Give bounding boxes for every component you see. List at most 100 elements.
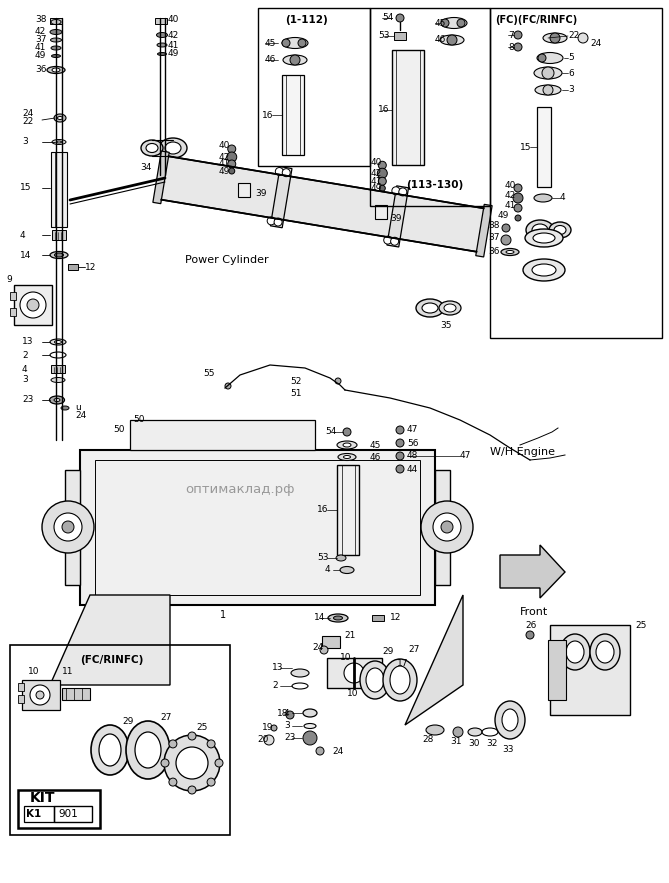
Circle shape xyxy=(215,759,223,767)
Circle shape xyxy=(169,778,177,786)
Circle shape xyxy=(27,299,39,311)
Text: 37: 37 xyxy=(35,35,47,44)
Text: 46: 46 xyxy=(370,452,381,462)
Circle shape xyxy=(526,631,534,639)
Circle shape xyxy=(396,14,404,22)
Text: 22: 22 xyxy=(22,117,33,125)
Text: 28: 28 xyxy=(422,736,434,744)
Text: 18: 18 xyxy=(277,708,288,718)
Circle shape xyxy=(515,215,521,221)
Bar xyxy=(10,292,16,300)
Circle shape xyxy=(267,217,275,225)
Text: 4: 4 xyxy=(284,708,290,718)
Ellipse shape xyxy=(422,303,438,313)
Bar xyxy=(80,450,435,605)
Bar xyxy=(370,8,490,206)
Circle shape xyxy=(286,711,294,719)
Text: KIT: KIT xyxy=(30,791,56,805)
Ellipse shape xyxy=(596,641,614,663)
Bar xyxy=(537,107,551,187)
Ellipse shape xyxy=(54,253,64,257)
Bar xyxy=(130,420,315,450)
Text: 14: 14 xyxy=(314,614,325,623)
Bar xyxy=(550,625,630,715)
Circle shape xyxy=(188,732,196,740)
Ellipse shape xyxy=(51,19,61,25)
Text: 45: 45 xyxy=(435,19,446,27)
Ellipse shape xyxy=(52,68,60,72)
Circle shape xyxy=(298,39,306,47)
Polygon shape xyxy=(500,545,565,598)
Text: 49: 49 xyxy=(498,210,509,220)
Text: K1: K1 xyxy=(26,809,41,819)
Text: 31: 31 xyxy=(450,737,462,746)
Text: 42: 42 xyxy=(35,27,46,36)
Circle shape xyxy=(20,292,46,318)
Ellipse shape xyxy=(56,141,62,143)
Text: 56: 56 xyxy=(407,439,419,448)
Text: 40: 40 xyxy=(371,158,382,167)
Text: (FC/RINFC): (FC/RINFC) xyxy=(80,655,143,665)
Bar xyxy=(155,18,167,24)
Ellipse shape xyxy=(51,46,61,50)
Polygon shape xyxy=(50,595,170,685)
Text: 42: 42 xyxy=(219,153,230,162)
Polygon shape xyxy=(270,167,292,228)
Text: 4: 4 xyxy=(22,365,27,374)
Text: 36: 36 xyxy=(35,65,47,74)
Circle shape xyxy=(550,33,560,43)
Bar xyxy=(68,264,78,270)
Circle shape xyxy=(378,162,386,170)
Text: 24: 24 xyxy=(22,109,33,117)
Text: 41: 41 xyxy=(168,41,179,49)
Circle shape xyxy=(316,747,324,755)
Text: 24: 24 xyxy=(75,411,86,419)
Ellipse shape xyxy=(50,396,64,404)
Bar xyxy=(337,465,359,555)
Text: 40: 40 xyxy=(168,16,179,25)
Text: 4: 4 xyxy=(325,565,330,575)
Bar xyxy=(14,285,52,325)
Text: 17: 17 xyxy=(397,659,409,668)
Polygon shape xyxy=(405,595,463,725)
Ellipse shape xyxy=(165,142,181,154)
Text: 38: 38 xyxy=(488,221,500,230)
Text: 16: 16 xyxy=(317,505,328,515)
Circle shape xyxy=(320,646,328,654)
Text: 42: 42 xyxy=(168,31,179,40)
Circle shape xyxy=(391,238,399,245)
Ellipse shape xyxy=(390,666,410,694)
Ellipse shape xyxy=(337,441,357,449)
Bar xyxy=(375,205,387,219)
Text: 48: 48 xyxy=(407,451,418,461)
Text: 10: 10 xyxy=(347,689,359,698)
Circle shape xyxy=(164,735,220,791)
Ellipse shape xyxy=(343,456,351,458)
Text: 39: 39 xyxy=(390,214,402,223)
Circle shape xyxy=(378,177,386,185)
Ellipse shape xyxy=(54,341,62,343)
Ellipse shape xyxy=(532,224,548,236)
Ellipse shape xyxy=(506,251,514,253)
Ellipse shape xyxy=(566,641,584,663)
Text: 10: 10 xyxy=(340,653,351,662)
Circle shape xyxy=(441,521,453,533)
Text: 50: 50 xyxy=(133,416,145,425)
Text: 29: 29 xyxy=(382,647,393,656)
Ellipse shape xyxy=(141,140,163,156)
Text: 49: 49 xyxy=(371,184,382,192)
Circle shape xyxy=(207,778,215,786)
Ellipse shape xyxy=(58,117,62,119)
Bar xyxy=(24,806,54,822)
Bar xyxy=(392,50,424,165)
Text: 53: 53 xyxy=(317,554,328,562)
Text: 46: 46 xyxy=(265,56,276,64)
Text: 20: 20 xyxy=(257,736,268,744)
Circle shape xyxy=(514,184,522,192)
Circle shape xyxy=(161,759,169,767)
Text: 11: 11 xyxy=(62,668,74,676)
Circle shape xyxy=(379,185,385,192)
Ellipse shape xyxy=(444,304,456,312)
Text: 12: 12 xyxy=(390,614,401,623)
Ellipse shape xyxy=(416,299,444,317)
